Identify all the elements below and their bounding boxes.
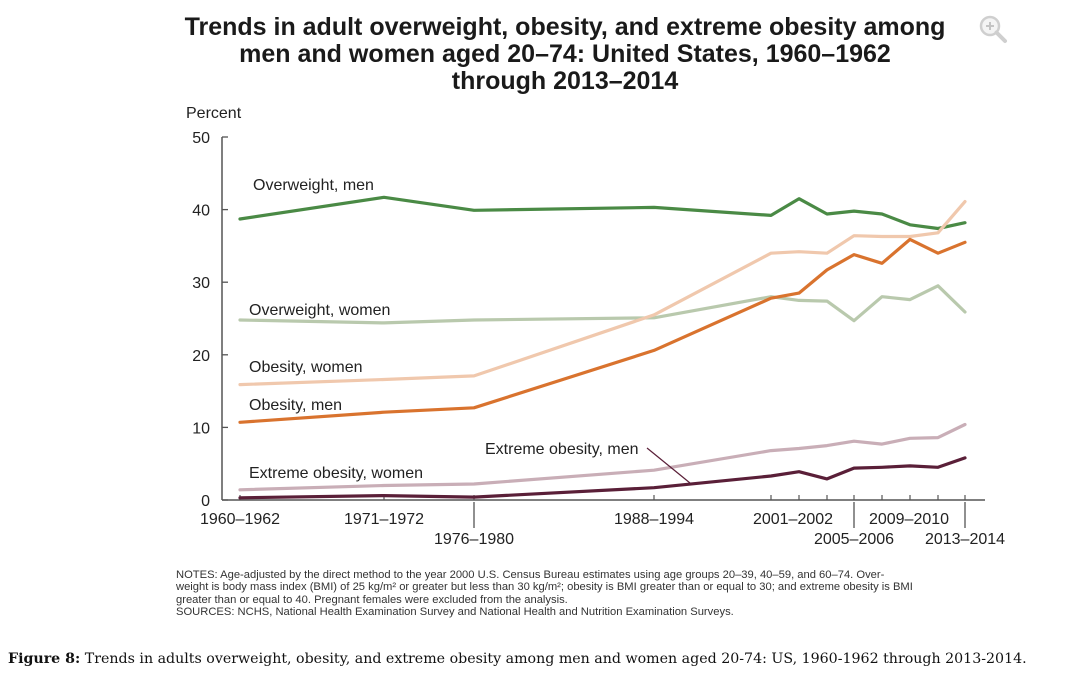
y-tick-label: 40 (192, 203, 210, 220)
label-extreme-obesity-men: Extreme obesity, men (485, 441, 639, 458)
x-tick-label: 2009–2010 (869, 511, 949, 528)
series-lines (238, 195, 967, 500)
y-axis-label: Percent (186, 105, 242, 122)
x-tick-label: 1976–1980 (434, 531, 514, 548)
figure-caption: Figure 8: Trends in adults overweight, o… (8, 651, 1027, 667)
chart-notes: NOTES: Age-adjusted by the direct method… (176, 569, 1026, 619)
y-tick-label: 50 (192, 130, 210, 147)
notes-line-3: greater than or equal to 40. Pregnant fe… (176, 593, 568, 606)
x-tick-label: 2013–2014 (925, 531, 1005, 548)
x-tick-label: 1988–1994 (614, 511, 694, 528)
x-tick-label: 1971–1972 (344, 511, 424, 528)
y-tick-label: 30 (192, 275, 210, 292)
label-obesity-women: Obesity, women (249, 359, 363, 376)
series-line-overweight-women (238, 284, 967, 325)
chart-title-line-1: Trends in adult overweight, obesity, and… (184, 13, 946, 41)
label-overweight-women: Overweight, women (249, 302, 390, 319)
x-axis: 1960–1962 1971–1972 1976–1980 1988–1994 2001… (200, 495, 1005, 548)
figure-caption-label: Figure 8: (8, 651, 81, 667)
series-line-overweight-men (238, 195, 967, 231)
y-axis: 0 10 20 30 40 50 (192, 130, 228, 510)
chart-title-line-3: through 2013–2014 (451, 67, 679, 95)
y-tick-label: 0 (201, 493, 210, 510)
x-tick-label: 2005–2006 (814, 531, 894, 548)
extreme-obesity-men-leader-line (646, 447, 691, 484)
series-line-obesity-men (238, 237, 967, 424)
label-extreme-obesity-women: Extreme obesity, women (249, 465, 423, 482)
label-overweight-men: Overweight, men (253, 177, 374, 194)
figure-caption-text: Trends in adults overweight, obesity, an… (80, 651, 1027, 667)
notes-line-4: SOURCES: NCHS, National Health Examinati… (176, 606, 734, 619)
chart-title-line-2: men and women aged 20–74: United States,… (239, 40, 891, 68)
zoom-in-magnifier-icon[interactable] (978, 14, 1008, 44)
label-obesity-men: Obesity, men (249, 397, 342, 414)
notes-line-1: NOTES: Age-adjusted by the direct method… (176, 569, 885, 581)
series-labels: Overweight, men Overweight, women Obesit… (249, 177, 691, 484)
y-tick-label: 20 (192, 348, 210, 365)
notes-line-2: weight is body mass index (BMI) of 25 kg… (176, 581, 913, 594)
x-tick-label: 2001–2002 (753, 511, 833, 528)
y-tick-label: 10 (192, 420, 210, 437)
series-line-extreme-obesity-women (238, 422, 967, 492)
series-line-obesity-women (238, 200, 967, 387)
x-tick-label: 1960–1962 (200, 511, 280, 528)
series-line-extreme-obesity-men (238, 456, 967, 500)
chart-title: Trends in adult overweight, obesity, and… (150, 14, 980, 95)
